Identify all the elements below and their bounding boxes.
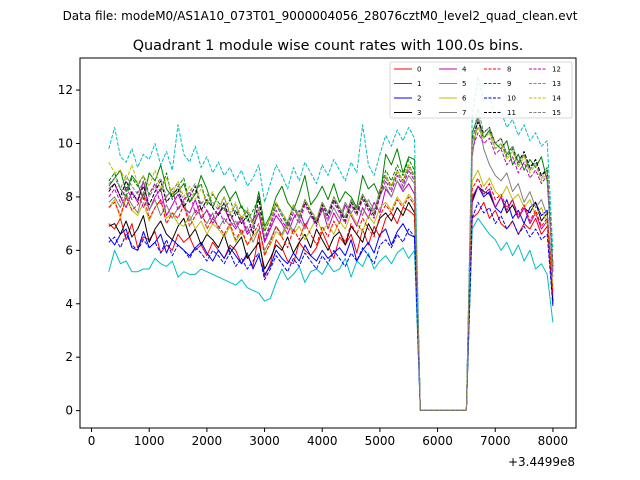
legend-label-15: 15: [552, 109, 561, 117]
legend-label-12: 12: [552, 66, 561, 74]
legend-label-6: 6: [462, 95, 467, 103]
x-tick-label: 5000: [365, 434, 396, 448]
y-tick-label: 2: [65, 350, 73, 364]
series-line-0: [108, 201, 554, 411]
x-tick-label: 0: [88, 434, 96, 448]
series-line-12: [108, 132, 554, 411]
x-tick-label: 7000: [480, 434, 511, 448]
legend-label-13: 13: [552, 80, 561, 88]
axes-frame: [79, 57, 577, 429]
chart-title: Quadrant 1 module wise count rates with …: [133, 38, 524, 54]
legend-label-8: 8: [507, 66, 511, 74]
legend-label-4: 4: [462, 66, 467, 74]
legend-label-7: 7: [462, 109, 466, 117]
y-tick-label: 6: [65, 243, 73, 257]
y-axis-ticks: 0 2 4 6 8 10 12: [58, 83, 80, 418]
series-line-6: [108, 169, 554, 411]
y-tick-label: 12: [58, 83, 73, 97]
legend-box: [389, 61, 573, 119]
y-tick-label: 10: [58, 136, 73, 150]
x-tick-label: 6000: [422, 434, 453, 448]
series-line-7: [108, 116, 554, 411]
x-tick-label: 8000: [538, 434, 569, 448]
figure-suptitle: Data file: modeM0/AS1A10_073T01_90000040…: [63, 9, 578, 23]
series-line-11: [108, 121, 554, 411]
y-tick-label: 0: [65, 404, 73, 418]
x-axis-ticks: 0 1000 2000 3000 4000 5000 6000 7000 8000: [88, 428, 568, 448]
legend-label-10: 10: [507, 95, 516, 103]
legend-label-14: 14: [552, 95, 561, 103]
series-line-8: [108, 177, 554, 411]
series-line-10: [108, 201, 554, 411]
legend-label-5: 5: [462, 80, 466, 88]
x-tick-label: 3000: [249, 434, 280, 448]
series-line-5: [108, 217, 554, 411]
y-tick-label: 8: [65, 190, 73, 204]
x-tick-label: 4000: [307, 434, 338, 448]
legend-label-11: 11: [507, 109, 516, 117]
legend-label-0: 0: [417, 66, 421, 74]
x-axis-offset-label: +3.4499e8: [508, 455, 575, 469]
x-tick-label: 2000: [192, 434, 223, 448]
legend-label-9: 9: [507, 80, 511, 88]
legend-label-2: 2: [417, 95, 421, 103]
legend-label-1: 1: [417, 80, 421, 88]
y-tick-label: 4: [65, 297, 73, 311]
legend-label-3: 3: [417, 109, 421, 117]
x-tick-label: 1000: [134, 434, 165, 448]
